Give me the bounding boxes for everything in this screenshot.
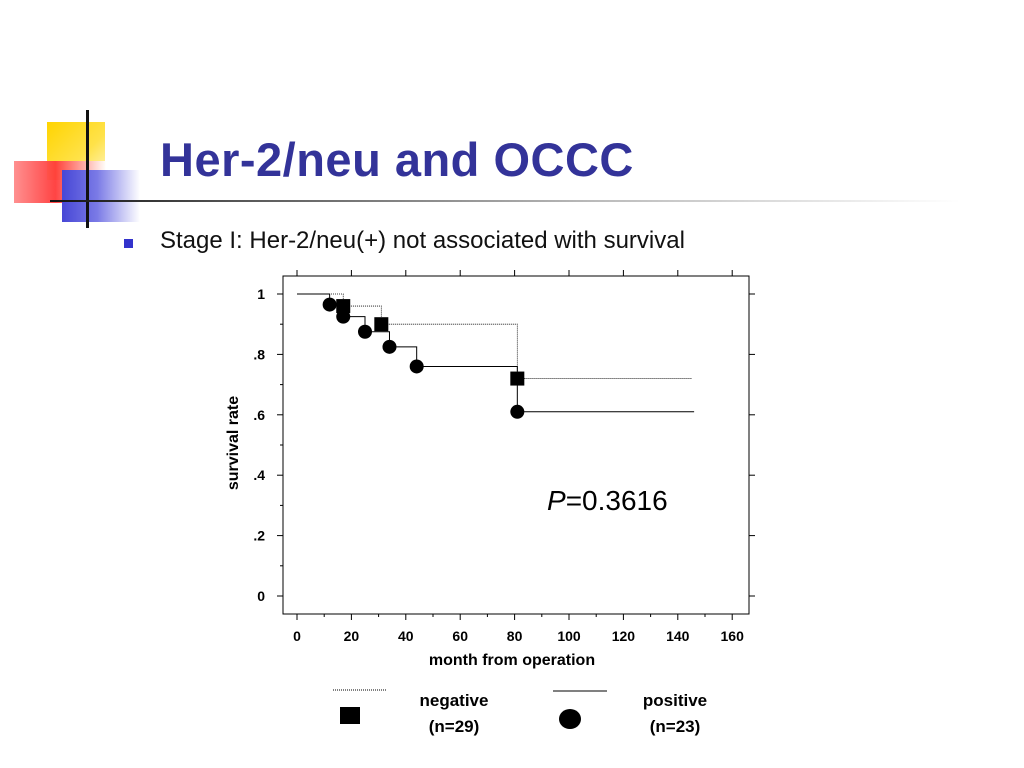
marker-circle bbox=[409, 359, 424, 374]
y-tick-label: 0 bbox=[257, 588, 265, 604]
x-tick-label: 80 bbox=[507, 628, 523, 644]
y-tick-label: .8 bbox=[253, 346, 265, 362]
legend-positive-label: positive bbox=[643, 691, 707, 710]
x-tick-label: 160 bbox=[721, 628, 745, 644]
marker-circle bbox=[510, 404, 525, 419]
x-tick-label: 100 bbox=[557, 628, 581, 644]
y-tick-label: 1 bbox=[257, 286, 265, 302]
bullet-square-icon bbox=[124, 239, 133, 248]
axis-ticks: 0 20 40 60 80 100 120 140 160 0 .2 .4 .6 .8 1 bbox=[253, 270, 755, 644]
marker-circle bbox=[382, 339, 397, 354]
event-markers bbox=[322, 297, 525, 419]
p-value-number: =0.3616 bbox=[566, 485, 668, 516]
y-tick-label: .6 bbox=[253, 407, 265, 423]
slide-title: Her-2/neu and OCCC bbox=[160, 133, 634, 186]
x-tick-label: 40 bbox=[398, 628, 414, 644]
marker-square bbox=[374, 317, 389, 332]
plot-frame bbox=[282, 275, 750, 615]
x-tick-label: 140 bbox=[666, 628, 690, 644]
legend-positive-count: (n=23) bbox=[650, 717, 701, 736]
p-value-annotation: P=0.3616 bbox=[547, 485, 668, 516]
decor-horizontal-line bbox=[50, 200, 960, 202]
x-tick-label: 20 bbox=[344, 628, 360, 644]
marker-square bbox=[510, 371, 525, 386]
bullet-text: Stage I: Her-2/neu(+) not associated wit… bbox=[160, 227, 685, 254]
y-axis-label: survival rate bbox=[225, 396, 242, 490]
decor-vertical-line bbox=[86, 110, 89, 228]
marker-circle bbox=[336, 309, 351, 324]
x-tick-label: 120 bbox=[612, 628, 636, 644]
marker-circle bbox=[358, 324, 372, 339]
x-tick-label: 60 bbox=[452, 628, 468, 644]
legend-negative-marker bbox=[340, 707, 360, 724]
legend-negative-count: (n=29) bbox=[429, 717, 480, 736]
p-value-symbol: P bbox=[547, 485, 566, 516]
marker-square bbox=[336, 299, 351, 314]
series-line-negative bbox=[297, 293, 692, 379]
y-tick-label: .2 bbox=[253, 528, 265, 544]
marker-circle bbox=[322, 297, 337, 312]
x-axis-label: month from operation bbox=[429, 652, 595, 669]
legend-negative-label: negative bbox=[420, 691, 489, 710]
y-tick-label: .4 bbox=[253, 467, 265, 483]
x-tick-label: 0 bbox=[293, 628, 301, 644]
legend-positive-marker bbox=[559, 709, 581, 729]
decor-blue-square bbox=[62, 170, 140, 222]
